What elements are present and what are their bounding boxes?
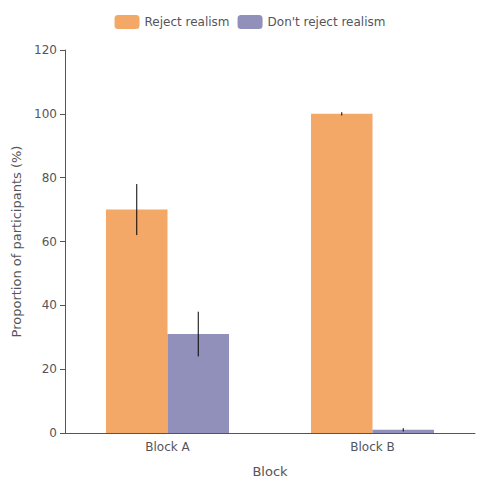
svg-text:20: 20 bbox=[42, 362, 57, 376]
svg-text:Don't reject realism: Don't reject realism bbox=[268, 15, 386, 29]
svg-text:Reject realism: Reject realism bbox=[145, 15, 230, 29]
svg-text:100: 100 bbox=[34, 107, 57, 121]
svg-text:120: 120 bbox=[34, 43, 57, 57]
svg-text:Block: Block bbox=[252, 464, 288, 479]
svg-text:Proportion of participants (%): Proportion of participants (%) bbox=[9, 146, 24, 338]
svg-text:Block A: Block A bbox=[145, 440, 190, 454]
svg-text:Block B: Block B bbox=[350, 440, 395, 454]
svg-text:60: 60 bbox=[42, 235, 57, 249]
svg-text:40: 40 bbox=[42, 298, 57, 312]
svg-text:80: 80 bbox=[42, 171, 57, 185]
svg-text:0: 0 bbox=[49, 426, 57, 440]
